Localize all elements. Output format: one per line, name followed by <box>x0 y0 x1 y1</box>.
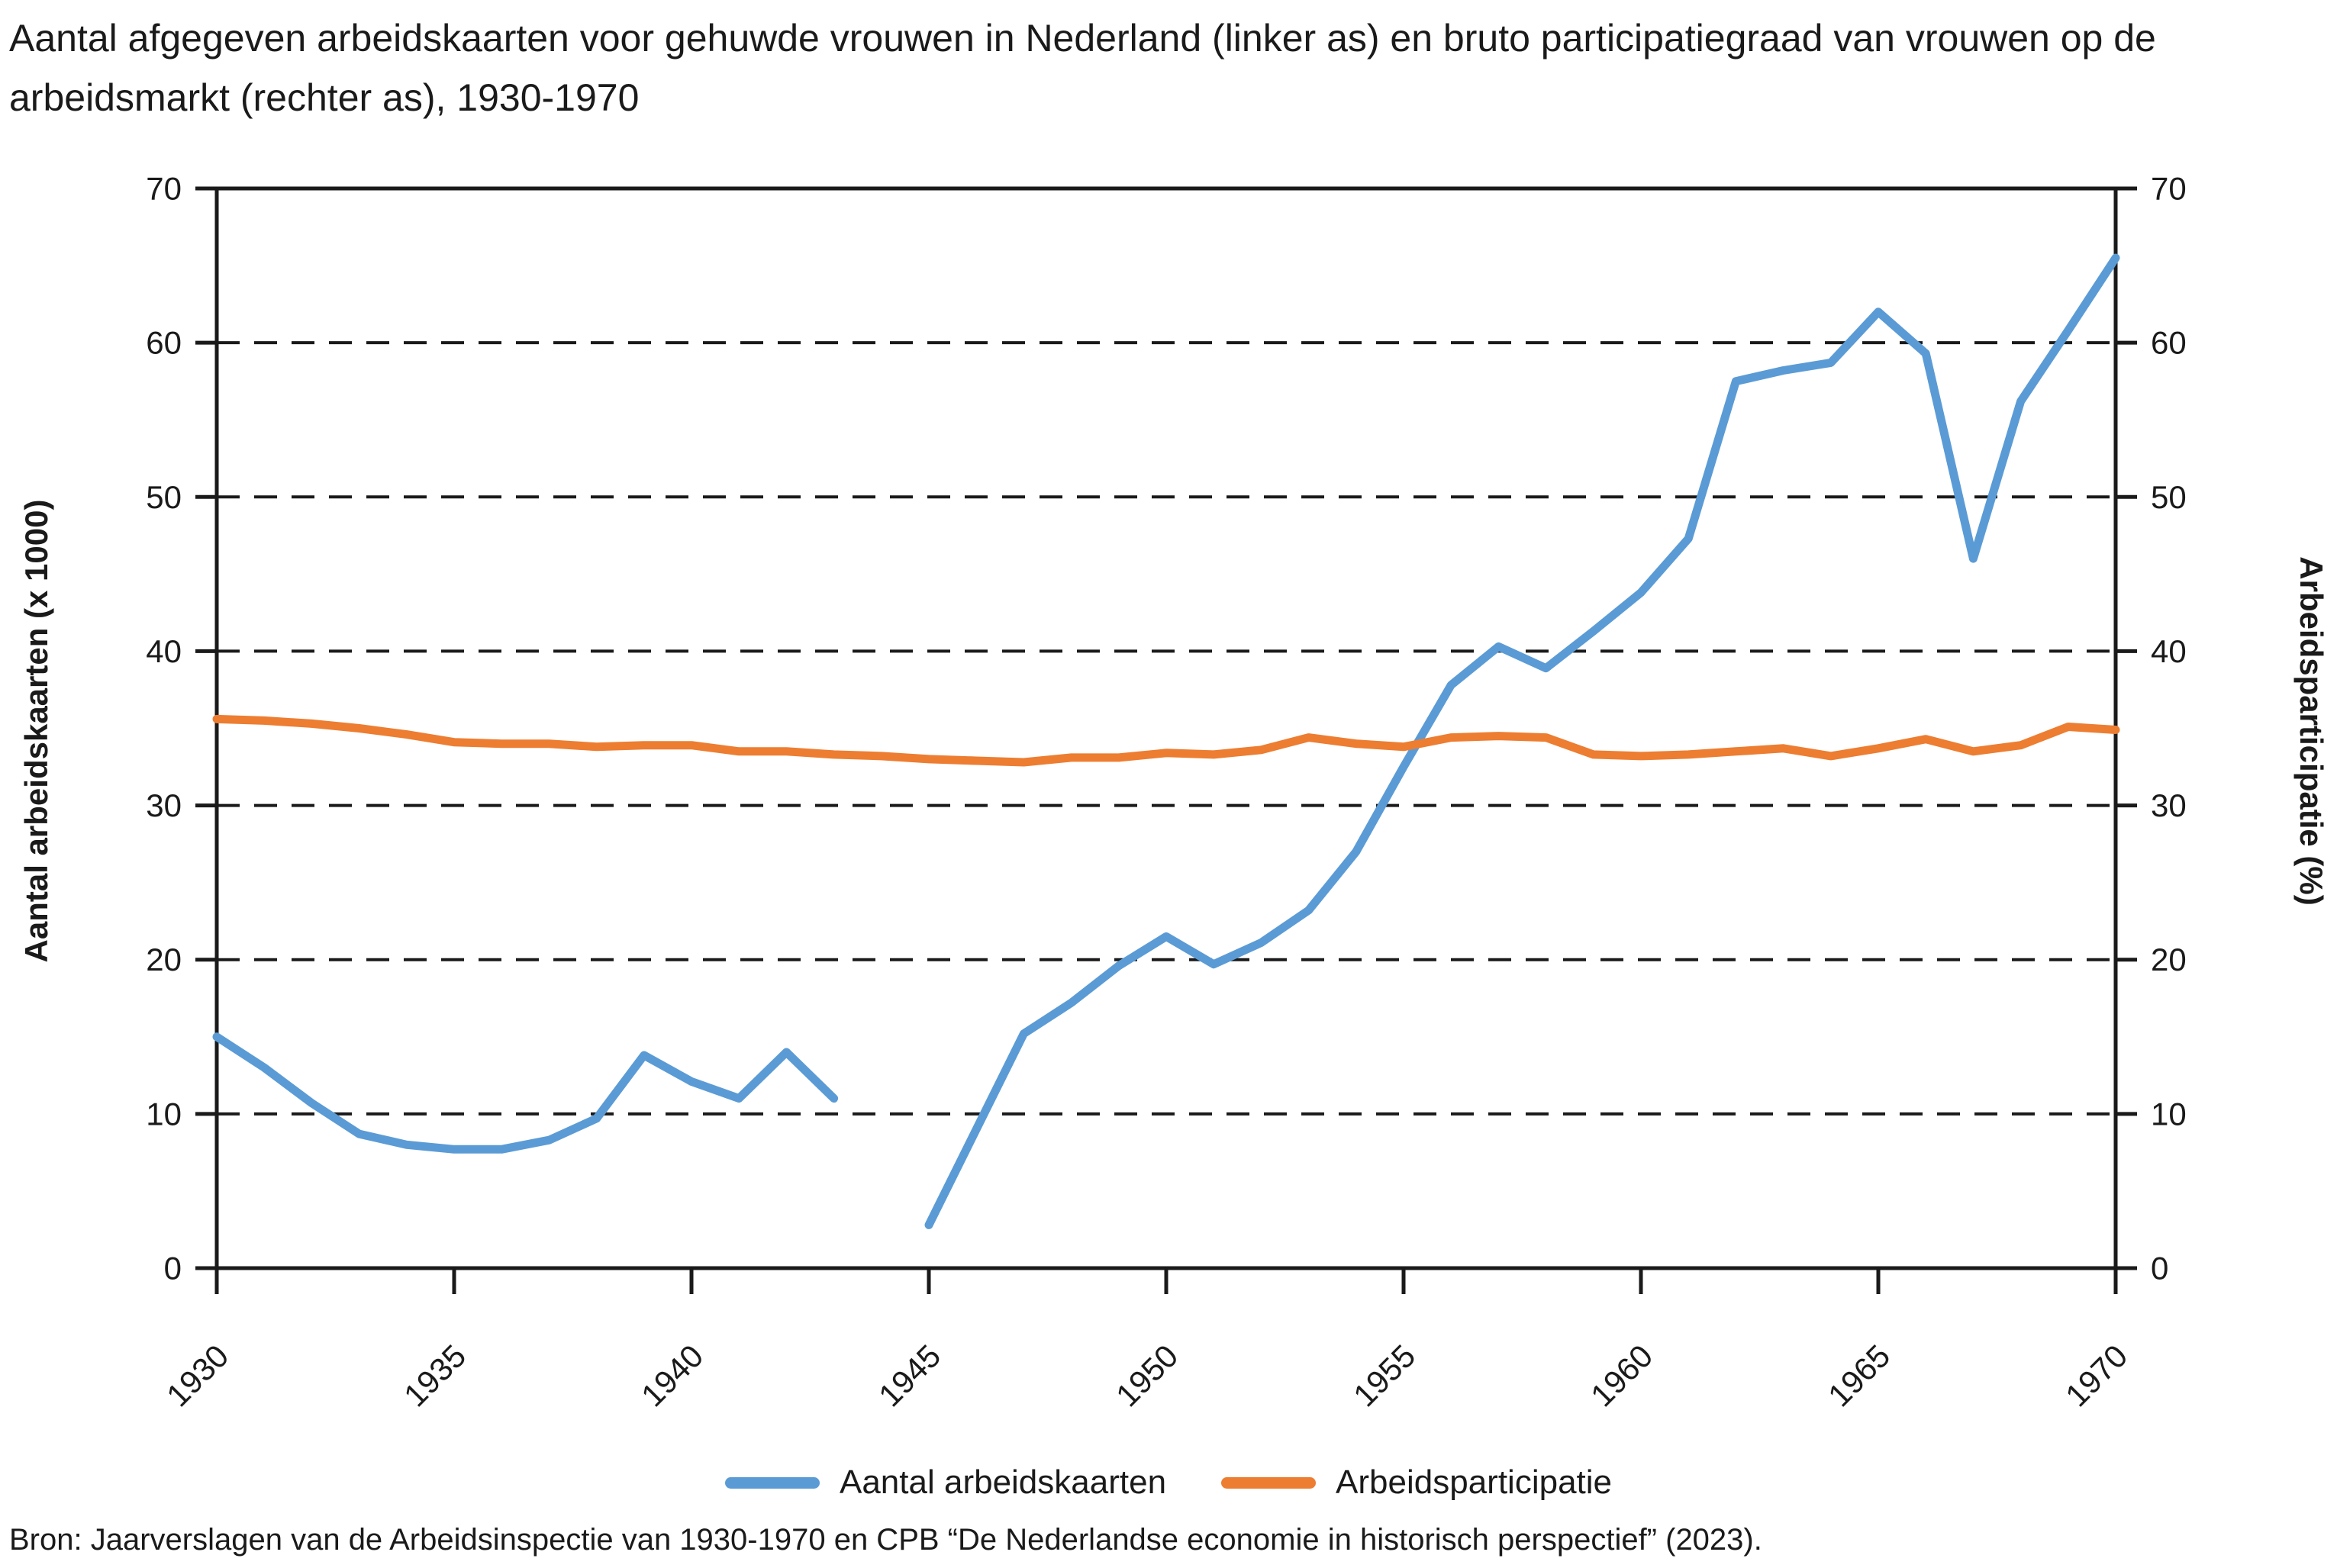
x-tick-label-1950: 1950 <box>1109 1338 1185 1413</box>
right-tick-label-70: 70 <box>2151 171 2187 207</box>
left-tick-label-30: 30 <box>146 787 182 823</box>
left-tick-label-0: 0 <box>164 1251 182 1286</box>
x-tick-label-1935: 1935 <box>397 1338 472 1413</box>
left-tick-label-70: 70 <box>146 171 182 207</box>
right-axis-tick-labels: 0 10 20 30 40 50 60 70 <box>2151 171 2187 1286</box>
tick-marks <box>195 186 2137 1294</box>
legend-label-aantal-arbeidskaarten: Aantal arbeidskaarten <box>839 1463 1167 1501</box>
x-tick-label-1940: 1940 <box>634 1338 710 1413</box>
right-tick-label-60: 60 <box>2151 325 2187 361</box>
x-tick-label-1970: 1970 <box>2058 1338 2134 1413</box>
right-tick-label-0: 0 <box>2151 1251 2168 1286</box>
series-line-arbeidsparticipatie <box>212 714 2120 767</box>
x-tick-label-1945: 1945 <box>872 1338 947 1413</box>
legend-label-arbeidsparticipatie: Arbeidsparticipatie <box>1336 1463 1613 1501</box>
x-tick-label-1965: 1965 <box>1821 1338 1897 1413</box>
right-tick-label-10: 10 <box>2151 1096 2187 1132</box>
left-tick-label-40: 40 <box>146 633 182 669</box>
chart-title: Aantal afgegeven arbeidskaarten voor geh… <box>9 17 2156 119</box>
right-axis-title: Arbeidsparticipatie (%) <box>2293 556 2329 905</box>
left-tick-label-60: 60 <box>146 325 182 361</box>
right-tick-label-50: 50 <box>2151 479 2187 515</box>
line-chart: 0 10 20 30 40 50 60 70 0 10 20 30 40 50 60 70 1930 1935… <box>18 171 2329 1414</box>
right-tick-label-20: 20 <box>2151 942 2187 977</box>
x-tick-label-1930: 1930 <box>160 1338 235 1413</box>
series-line-aantal-arbeidskaarten <box>924 253 2120 1229</box>
legend-swatch-arbeidsparticipatie <box>1221 1476 1317 1489</box>
x-axis-tick-labels: 1930 1935 1940 1945 1950 1955 1960 1965 1970 <box>160 1338 2134 1413</box>
legend-item-aantal-arbeidskaarten: Aantal arbeidskaarten <box>724 1463 1167 1502</box>
legend-swatch-aantal-arbeidskaarten <box>724 1476 820 1489</box>
legend: Aantal arbeidskaarten Arbeidsparticipati… <box>0 1463 2337 1502</box>
left-tick-label-20: 20 <box>146 942 182 977</box>
source-note: Bron: Jaarverslagen van de Arbeidsinspec… <box>9 1523 1762 1557</box>
left-tick-label-10: 10 <box>146 1096 182 1132</box>
series-line-aantal-arbeidskaarten <box>212 1032 839 1154</box>
left-tick-label-50: 50 <box>146 479 182 515</box>
axes <box>214 186 2118 1270</box>
left-axis-title: Aantal arbeidskaarten (x 1000) <box>18 500 54 963</box>
left-axis-tick-labels: 0 10 20 30 40 50 60 70 <box>146 171 182 1286</box>
x-tick-label-1955: 1955 <box>1346 1338 1422 1413</box>
x-tick-label-1960: 1960 <box>1584 1338 1659 1413</box>
legend-item-arbeidsparticipatie: Arbeidsparticipatie <box>1221 1463 1612 1502</box>
gridlines <box>217 341 2116 1116</box>
series-lines <box>212 253 2120 1229</box>
right-tick-label-40: 40 <box>2151 633 2187 669</box>
right-tick-label-30: 30 <box>2151 787 2187 823</box>
